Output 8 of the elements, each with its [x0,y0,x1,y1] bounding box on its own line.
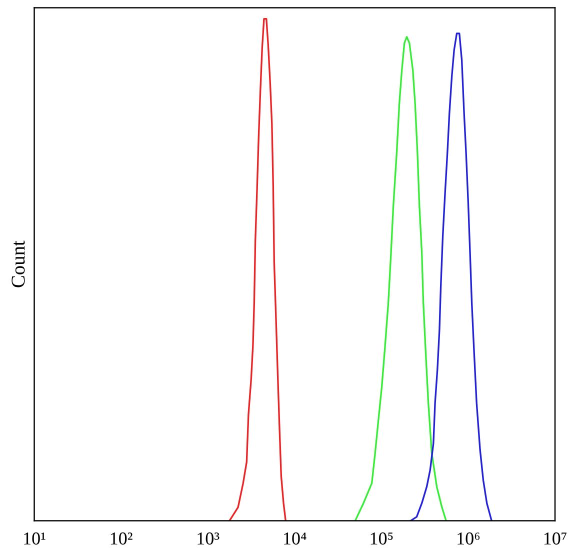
y-axis-title: Count [12,240,25,288]
x-tick-label: 10⁴ [284,532,306,545]
x-tick-label: 10⁵ [370,532,393,545]
x-tick-label: 10¹ [24,532,46,545]
x-tick-label: 10⁷ [544,532,566,545]
x-tick-label: 10³ [198,532,220,545]
x-tick-label: 10⁶ [458,532,480,545]
x-tick-label: 10² [110,532,132,545]
